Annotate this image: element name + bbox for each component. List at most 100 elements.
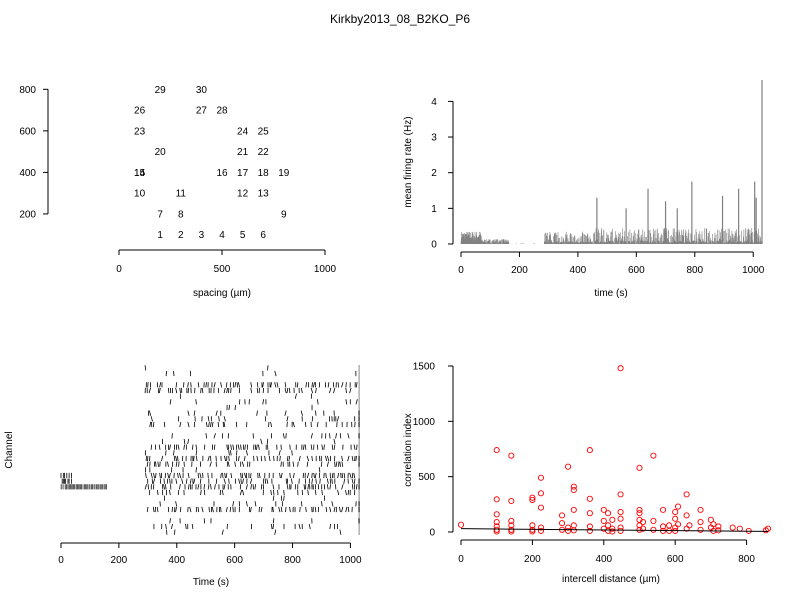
correlation-point <box>640 525 647 532</box>
spike-tick <box>262 399 265 405</box>
spike-tick <box>258 472 261 479</box>
spike-tick <box>331 501 334 507</box>
spike-tick <box>256 387 259 394</box>
spike-tick <box>187 387 190 394</box>
spike-tick <box>329 506 332 513</box>
spike-tick <box>167 472 170 479</box>
correlation-points <box>457 365 772 535</box>
x-tick-label: 400 <box>570 265 587 276</box>
spike-tick <box>311 478 313 484</box>
spike-tick <box>237 382 240 388</box>
spike-tick <box>240 444 242 450</box>
spike-tick <box>185 478 188 484</box>
spike-tick <box>333 438 336 445</box>
x-axis-label: spacing (µm) <box>193 288 251 299</box>
electrode-label: 6 <box>260 230 266 241</box>
spike-tick <box>161 455 164 462</box>
correlation-plot: 0 200 400 600 800 0 500 1000 1500 intercell dista… <box>403 362 772 585</box>
spike-tick <box>210 484 212 490</box>
spike-tick <box>145 472 147 479</box>
correlation-point <box>508 517 515 524</box>
y-tick-label: 400 <box>19 168 36 179</box>
spike-tick <box>260 506 263 513</box>
correlation-point <box>683 491 690 498</box>
spike-tick <box>311 455 313 462</box>
correlation-point <box>686 522 693 529</box>
spike-tick <box>307 489 309 496</box>
electrode-label: 20 <box>155 147 167 158</box>
spike-tick <box>349 387 352 394</box>
spike-tick <box>208 421 210 428</box>
correlation-point <box>636 522 643 529</box>
spike-tick <box>195 399 197 405</box>
y-tick-label: 600 <box>19 126 36 137</box>
mean-firing-rate-plot: 0 200 400 600 800 1000 0 1 2 3 4 time (s) mean firin… <box>403 80 765 299</box>
spike-tick <box>351 455 354 462</box>
correlation-point <box>600 517 607 524</box>
spike-tick <box>220 506 222 513</box>
spike-tick <box>169 444 171 450</box>
x-axis-label: intercell distance (µm) <box>562 574 660 585</box>
spike-tick <box>341 461 344 467</box>
spike-tick <box>220 472 222 479</box>
spike-tick <box>337 472 340 479</box>
spike-tick <box>272 484 275 490</box>
spike-tick <box>181 478 184 484</box>
x-tick-label: 400 <box>168 555 185 566</box>
spike-tick <box>148 387 151 394</box>
y-tick-label: 1 <box>431 204 437 215</box>
spike-tick <box>149 410 151 416</box>
spike-tick <box>280 472 283 479</box>
correlation-point <box>586 523 593 530</box>
correlation-point <box>672 509 679 516</box>
spike-tick <box>187 472 190 479</box>
spike-tick <box>307 484 310 490</box>
spike-tick <box>238 455 240 462</box>
spike-tick <box>256 455 259 462</box>
rate-bars <box>460 80 763 244</box>
spike-tick <box>245 450 248 456</box>
spike-tick <box>177 489 180 496</box>
spike-tick <box>223 387 226 394</box>
spike-tick <box>197 382 200 388</box>
electrode-label: 26 <box>134 106 146 117</box>
spike-tick <box>230 450 232 456</box>
spike-tick <box>326 484 329 490</box>
spike-tick <box>297 461 299 467</box>
spike-tick <box>256 410 258 416</box>
correlation-point <box>529 494 536 501</box>
y-tick-label: 1000 <box>413 417 436 428</box>
y-tick-label: 200 <box>19 209 36 220</box>
correlation-point <box>609 528 616 535</box>
electrode-label: 9 <box>281 209 287 220</box>
spike-tick <box>299 506 301 513</box>
x-tick-label: 600 <box>226 555 243 566</box>
spike-tick <box>148 455 151 462</box>
spike-tick <box>356 444 358 450</box>
spike-tick <box>267 365 269 371</box>
spike-tick <box>313 472 315 479</box>
correlation-point <box>529 496 536 503</box>
spike-tick <box>321 489 323 496</box>
spike-tick <box>286 416 289 422</box>
spike-tick <box>347 433 350 439</box>
spike-tick <box>250 472 252 479</box>
correlation-point <box>586 447 593 454</box>
spike-tick <box>163 478 165 484</box>
spike-tick <box>316 444 319 450</box>
spike-tick <box>225 506 228 513</box>
correlation-point <box>697 518 704 526</box>
spike-tick <box>203 484 205 490</box>
spike-tick <box>250 484 252 490</box>
correlation-point <box>570 486 577 493</box>
spike-tick <box>183 444 185 450</box>
spike-tick <box>234 404 237 411</box>
electrode-label: 2 <box>178 230 184 241</box>
spike-tick <box>179 421 182 428</box>
spike-tick <box>152 478 156 484</box>
correlation-point <box>617 527 624 534</box>
spike-tick <box>278 506 281 513</box>
spike-tick <box>211 506 214 513</box>
fit-line <box>460 528 769 532</box>
spike-tick <box>306 461 309 467</box>
